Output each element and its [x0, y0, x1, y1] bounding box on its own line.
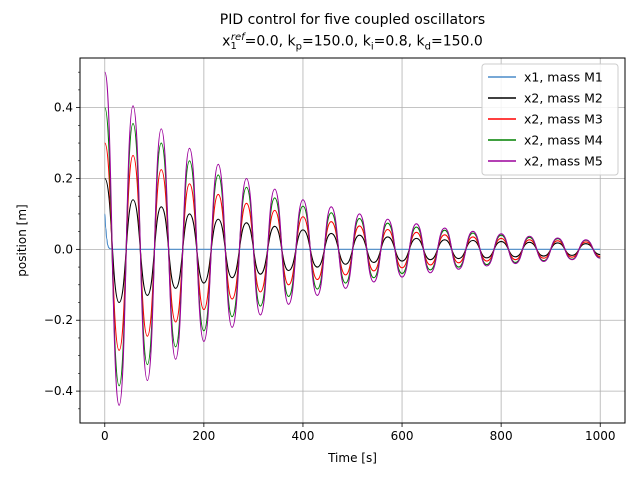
y-tick-label: 0.0	[54, 242, 73, 256]
subtitle-kd-value: =150.0	[431, 33, 483, 50]
y-tick-label: 0.4	[54, 101, 73, 115]
x-tick-label: 200	[192, 429, 215, 443]
x-tick-label: 600	[391, 429, 414, 443]
series-line-2	[104, 177, 601, 304]
x-tick-label: 1000	[585, 429, 616, 443]
subtitle-kd-sub: d	[424, 41, 431, 53]
subtitle-kp-sub: p	[295, 41, 303, 53]
chart-title: PID control for five coupled oscillators	[219, 12, 486, 28]
x-tick-label: 400	[292, 429, 315, 443]
subtitle-x-sub: 1	[230, 41, 237, 53]
legend: x1, mass M1 x2, mass M2 x2, mass M3 x2, mas…	[481, 63, 619, 176]
subtitle-x-symbol: x	[222, 33, 231, 50]
series-line-5	[104, 71, 601, 406]
y-axis-label: position [m]	[15, 204, 29, 276]
subtitle-kp-value: =150.0,	[302, 33, 363, 50]
y-tick-label: −0.4	[44, 384, 73, 398]
chart-subtitle: x1ref=0.0, kp=150.0, ki=0.8, kd=150.0	[80, 32, 625, 52]
x-tick-label: 800	[490, 429, 513, 443]
legend-box	[481, 63, 619, 176]
legend-label-1: x1, mass M1	[524, 70, 603, 85]
subtitle-kd-label: k	[416, 33, 425, 50]
y-tick-label: 0.2	[54, 171, 73, 185]
series-lines	[104, 71, 601, 406]
subtitle-x-value: =0.0,	[244, 33, 288, 50]
plot-frame	[79, 57, 626, 424]
legend-label-5: x2, mass M5	[524, 154, 603, 169]
x-axis-label: Time [s]	[327, 451, 377, 465]
subtitle-ki-label: k	[362, 33, 371, 50]
axis-ticks: 0 200 400 600 800 1000 −0.4 −0.2 0.0 0.2 0.4	[44, 71, 616, 443]
subtitle-ki-sub: i	[370, 41, 374, 53]
subtitle-kp-label: k	[287, 33, 296, 50]
legend-label-2: x2, mass M2	[524, 91, 603, 106]
legend-label-4: x2, mass M4	[524, 133, 603, 148]
x-tick-label: 0	[101, 429, 109, 443]
series-line-1	[104, 213, 601, 250]
subtitle-ki-value: =0.8,	[373, 33, 417, 50]
subtitle-x-sup: ref	[230, 32, 245, 43]
y-tick-label: −0.2	[44, 313, 73, 327]
legend-label-3: x2, mass M3	[524, 112, 603, 127]
